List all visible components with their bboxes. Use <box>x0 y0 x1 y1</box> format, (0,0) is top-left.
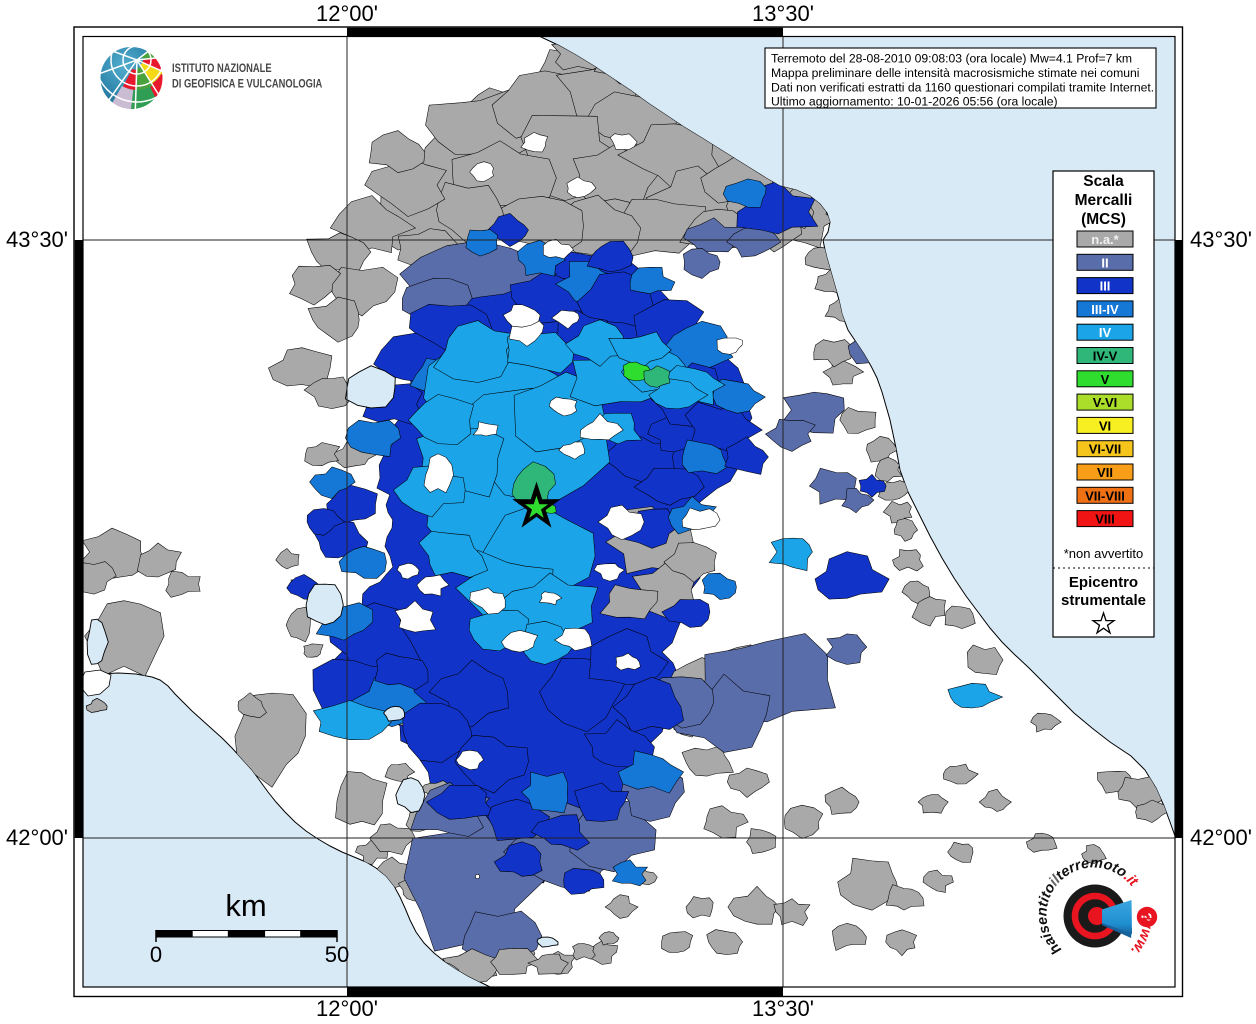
svg-text:VII-VIII: VII-VIII <box>1085 488 1125 503</box>
svg-text:43°30': 43°30' <box>6 227 68 252</box>
svg-text:13°30': 13°30' <box>752 996 814 1021</box>
svg-text:Scala: Scala <box>1083 173 1124 190</box>
svg-text:Mercalli: Mercalli <box>1075 192 1133 209</box>
svg-text:50: 50 <box>325 942 349 967</box>
svg-text:VI-VII: VI-VII <box>1089 442 1122 457</box>
svg-text:*non avvertito: *non avvertito <box>1064 546 1144 561</box>
svg-text:DI GEOFISICA E VULCANOLOGIA: DI GEOFISICA E VULCANOLOGIA <box>172 77 323 90</box>
svg-text:Terremoto del 28-08-2010 09:08: Terremoto del 28-08-2010 09:08:03 (ora l… <box>771 52 1132 66</box>
svg-text:IV-V: IV-V <box>1093 349 1118 364</box>
svg-text:12°00': 12°00' <box>316 1 378 26</box>
svg-text:VIII: VIII <box>1095 512 1115 527</box>
svg-text:IV: IV <box>1099 325 1112 340</box>
svg-text:42°00': 42°00' <box>6 825 68 850</box>
svg-text:?: ? <box>1138 912 1155 921</box>
svg-text:V-VI: V-VI <box>1093 395 1118 410</box>
svg-text:km: km <box>225 888 266 923</box>
svg-text:42°00': 42°00' <box>1190 825 1252 850</box>
svg-text:II: II <box>1101 255 1108 270</box>
svg-text:Epicentro: Epicentro <box>1069 574 1138 591</box>
svg-text:Mappa preliminare delle intens: Mappa preliminare delle intensità macros… <box>771 66 1140 80</box>
svg-text:III-IV: III-IV <box>1091 302 1119 317</box>
svg-text:Ultimo aggiornamento: 10-01-20: Ultimo aggiornamento: 10-01-2026 05:56 (… <box>771 95 1058 109</box>
svg-text:(MCS): (MCS) <box>1081 211 1126 228</box>
svg-text:VII: VII <box>1097 465 1113 480</box>
svg-text:Dati non verificati estratti d: Dati non verificati estratti da 1160 que… <box>771 80 1154 94</box>
svg-text:n.a.*: n.a.* <box>1091 232 1119 247</box>
svg-text:strumentale: strumentale <box>1061 592 1146 609</box>
svg-text:VI: VI <box>1099 418 1111 433</box>
svg-text:0: 0 <box>150 942 162 967</box>
svg-text:12°00': 12°00' <box>316 996 378 1021</box>
svg-text:III: III <box>1100 279 1111 294</box>
svg-text:13°30': 13°30' <box>752 1 814 26</box>
svg-text:V: V <box>1101 372 1110 387</box>
svg-text:43°30': 43°30' <box>1190 227 1252 252</box>
svg-text:ISTITUTO NAZIONALE: ISTITUTO NAZIONALE <box>172 62 272 75</box>
